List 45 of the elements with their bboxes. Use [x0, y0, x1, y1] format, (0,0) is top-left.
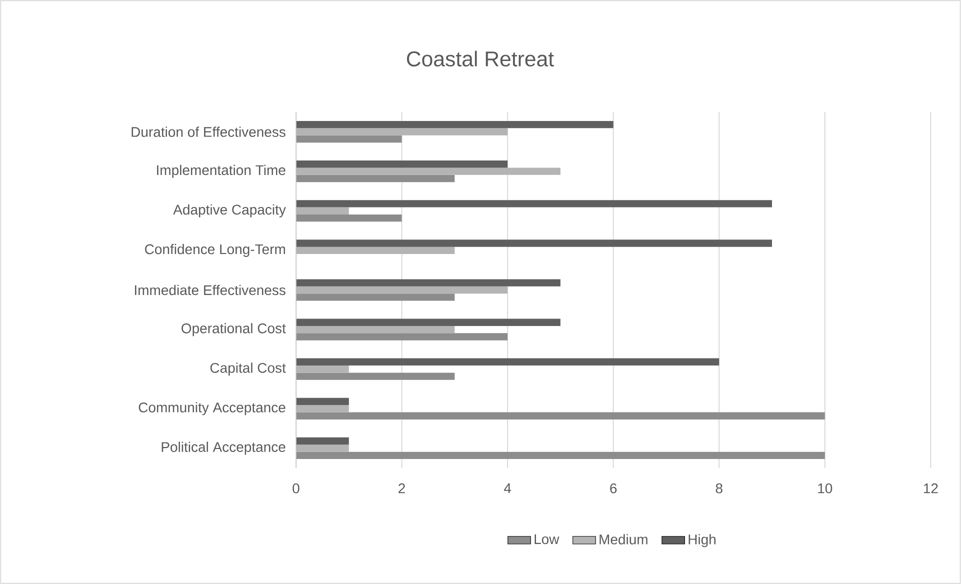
legend-label: High: [688, 534, 716, 548]
x-tick-label: 0: [292, 483, 300, 494]
legend-label: Medium: [600, 534, 648, 544]
bar: [296, 318, 560, 326]
y-tick-label: Duration of Effectiveness: [132, 126, 286, 137]
bar: [296, 200, 772, 208]
x-tick-label: 10: [818, 483, 832, 494]
y-tick-label: Adaptive Capacity: [173, 204, 286, 218]
bar: [296, 412, 825, 420]
bar: [296, 168, 560, 175]
bar: [296, 398, 349, 406]
y-tick-label: Political Acceptance: [162, 442, 286, 455]
x-tick-label: 12: [924, 483, 938, 494]
x-tick-label: 8: [716, 483, 722, 494]
bar: [296, 437, 349, 445]
bar: [296, 240, 772, 247]
bar: [296, 366, 349, 373]
y-tick-label: Operational Cost: [182, 323, 286, 336]
bar: [296, 174, 455, 182]
y-tick-label: Capital Cost: [210, 362, 286, 376]
chart-title: Coastal Retreat: [406, 50, 554, 66]
bar: [296, 246, 455, 254]
x-tick-label: 6: [610, 483, 617, 494]
bar: [296, 326, 455, 334]
bar: [296, 135, 402, 143]
bar: [296, 452, 825, 460]
x-tick-label: 4: [504, 483, 512, 493]
bar: [296, 160, 508, 168]
bar: [296, 372, 455, 380]
bar: [296, 128, 508, 136]
bar: [296, 333, 508, 340]
bar: [296, 120, 614, 128]
x-tick-label: 2: [398, 483, 405, 494]
y-tick-label: Immediate Effectiveness: [135, 284, 286, 296]
bar: [296, 214, 402, 222]
y-tick-label: Confidence Long-Term: [145, 244, 285, 257]
bar: [296, 405, 349, 412]
bar: [296, 279, 560, 286]
bar: [296, 294, 455, 301]
bar: [296, 207, 349, 214]
legend-label: Low: [534, 534, 560, 544]
bar: [296, 358, 720, 366]
y-tick-label: Community Acceptance: [138, 402, 286, 416]
bar: [296, 286, 508, 294]
y-tick-label: Implementation Time: [157, 164, 286, 178]
